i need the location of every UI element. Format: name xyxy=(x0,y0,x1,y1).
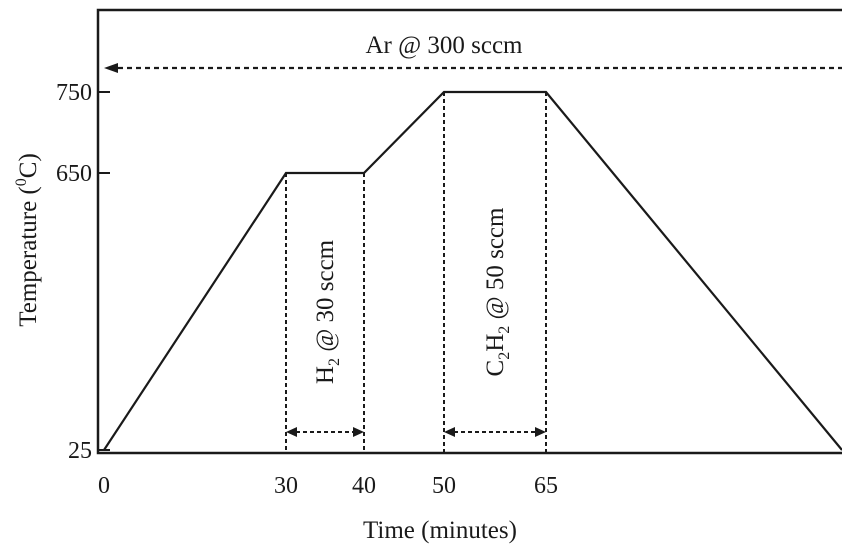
plot-frame xyxy=(96,8,842,455)
y-tick-label: 650 xyxy=(56,161,92,187)
h2-span-left-arrowhead xyxy=(286,427,297,437)
y-axis-title-unit: C) xyxy=(15,153,42,178)
c2h2-gas-c: C xyxy=(482,360,509,377)
c2h2-gas-c-subscript: 2 xyxy=(496,352,513,360)
argon-flow-arrowhead xyxy=(104,63,118,73)
x-tick-label: 40 xyxy=(352,473,376,499)
x-axis-ticks: 0 30 40 50 65 xyxy=(98,473,558,499)
x-tick-label: 30 xyxy=(274,473,298,499)
h2-span-right-arrowhead xyxy=(353,427,364,437)
y-axis-ticks: 25 650 750 xyxy=(56,80,110,464)
y-axis-title: Temperature (0C) xyxy=(13,153,42,327)
x-axis-title: Time (minutes) xyxy=(363,517,517,544)
c2h2-flow-rate: @ 50 sccm xyxy=(482,207,509,326)
c2h2-flow-window: C2H2 @ 50 sccm xyxy=(443,92,547,452)
x-tick-label: 65 xyxy=(534,473,558,499)
c2h2-span-right-arrowhead xyxy=(535,427,546,437)
argon-flow-label: Ar @ 300 sccm xyxy=(365,32,523,59)
h2-flow-window: H2 @ 30 sccm xyxy=(285,173,365,452)
h2-flow-rate: @ 30 sccm xyxy=(312,239,339,358)
x-tick-label: 50 xyxy=(432,473,456,499)
c2h2-gas-h-subscript: 2 xyxy=(496,326,513,334)
h2-gas: H xyxy=(312,366,339,384)
y-axis-title-superscript: 0 xyxy=(13,178,30,186)
y-tick-label: 25 xyxy=(68,438,92,464)
temperature-profile-line xyxy=(103,90,842,451)
h2-flow-label: H2 @ 30 sccm xyxy=(312,239,343,384)
c2h2-flow-label: C2H2 @ 50 sccm xyxy=(482,207,513,376)
h2-gas-subscript: 2 xyxy=(326,358,343,366)
c2h2-span-left-arrowhead xyxy=(444,427,455,437)
c2h2-gas-h: H xyxy=(482,334,509,352)
x-tick-label: 0 xyxy=(98,473,110,499)
y-tick-label: 750 xyxy=(56,80,92,106)
y-axis-title-main: Temperature ( xyxy=(15,186,42,327)
